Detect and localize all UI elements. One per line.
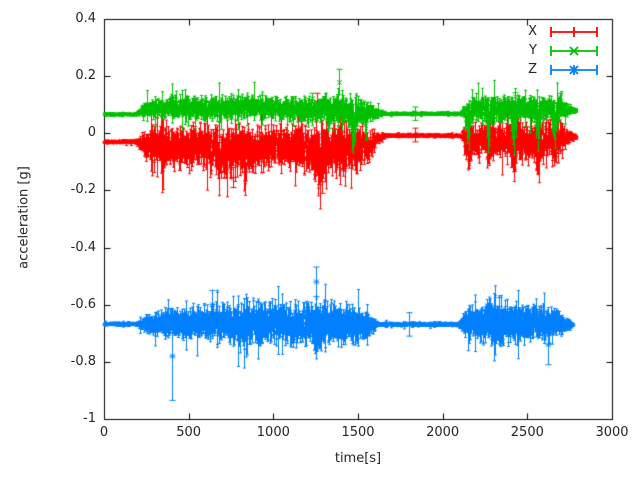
x-tick-label: 1000	[256, 425, 290, 440]
legend-label-x: X	[528, 24, 537, 39]
legend-label-z: Z	[528, 62, 537, 77]
legend-sample-x	[550, 26, 598, 37]
legend-entry-y: Y	[497, 41, 599, 60]
y-tick-label: 0	[87, 125, 96, 141]
y-tick-label: 0.2	[75, 68, 96, 84]
x-tick-label: 3000	[595, 425, 629, 440]
x-tick-label: 500	[176, 425, 202, 440]
x-tick-label: 2000	[426, 425, 460, 440]
y-tick-label: -0.4	[70, 239, 96, 255]
y-tick-label: -0.8	[70, 353, 96, 369]
y-tick-label: -1	[83, 411, 96, 426]
x-tick-label: 2500	[510, 425, 544, 440]
legend-sample-y	[550, 45, 598, 56]
legend-label-y: Y	[529, 43, 537, 58]
y-tick-label: -0.6	[70, 296, 96, 312]
y-tick-label: 0.4	[75, 11, 96, 26]
y-tick-label: -0.2	[70, 182, 96, 198]
x-axis-label: time[s]	[334, 451, 382, 466]
x-tick-label: 0	[99, 425, 109, 440]
y-axis-label: acceleration [g]	[16, 166, 32, 269]
x-tick-label: 1500	[341, 425, 375, 440]
legend-sample-z	[550, 64, 598, 75]
legend-entry-x: X	[497, 22, 599, 41]
legend-entry-z: Z	[497, 60, 599, 79]
